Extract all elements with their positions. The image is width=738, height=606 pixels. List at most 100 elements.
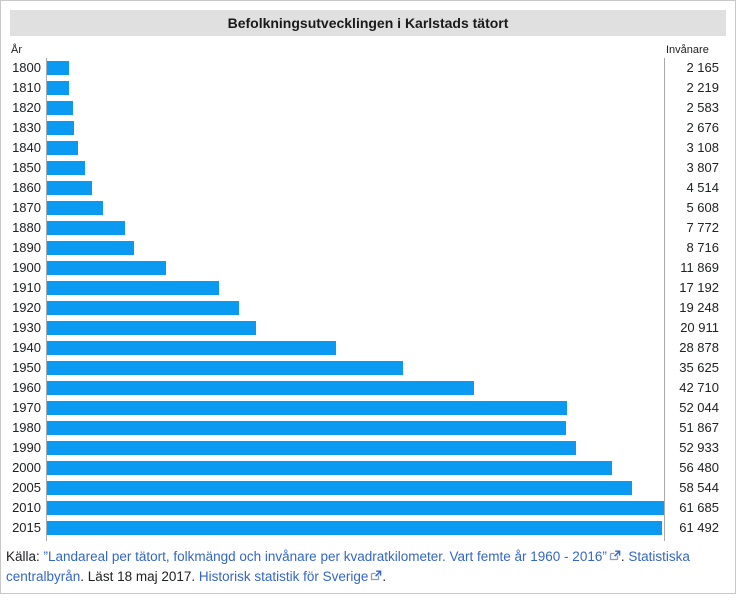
- footer-period: .: [382, 569, 387, 584]
- year-label: 2010: [12, 500, 41, 515]
- read-date-text: . Läst 18 maj 2017.: [80, 569, 199, 584]
- source-prefix: Källa:: [6, 549, 44, 564]
- year-label: 1940: [12, 340, 41, 355]
- chart-row: 1920 19 248: [1, 298, 735, 318]
- population-value: 2 583: [686, 100, 719, 115]
- bar-cell: [47, 378, 664, 398]
- population-value: 52 044: [679, 400, 719, 415]
- bar-cell: [47, 398, 664, 418]
- population-value: 56 480: [679, 460, 719, 475]
- y-axis-line: [46, 58, 47, 541]
- bar-cell: [47, 58, 664, 78]
- population-value: 51 867: [679, 420, 719, 435]
- source-link[interactable]: ”Landareal per tätort, folkmängd och inv…: [44, 549, 621, 564]
- chart-row: 2010 61 685: [1, 498, 735, 518]
- bar-cell: [47, 238, 664, 258]
- year-label: 1810: [12, 80, 41, 95]
- population-value: 7 772: [686, 220, 719, 235]
- year-label: 1860: [12, 180, 41, 195]
- population-bar: [47, 121, 74, 135]
- chart-row: 1800 2 165: [1, 58, 735, 78]
- population-bar: [47, 281, 219, 295]
- chart-row: 1860 4 514: [1, 178, 735, 198]
- population-value: 17 192: [679, 280, 719, 295]
- right-axis-line: [664, 58, 665, 541]
- chart-row: 1820 2 583: [1, 98, 735, 118]
- external-link-icon[interactable]: [370, 570, 382, 581]
- year-label: 1900: [12, 260, 41, 275]
- population-value: 52 933: [679, 440, 719, 455]
- year-label: 2015: [12, 520, 41, 535]
- population-value: 61 492: [679, 520, 719, 535]
- chart-row: 1890 8 716: [1, 238, 735, 258]
- population-value: 35 625: [679, 360, 719, 375]
- year-label: 1960: [12, 380, 41, 395]
- year-label: 1800: [12, 60, 41, 75]
- source-footer: Källa: ”Landareal per tätort, folkmängd …: [6, 547, 727, 593]
- population-value: 61 685: [679, 500, 719, 515]
- chart-row: 1980 51 867: [1, 418, 735, 438]
- population-bar: [47, 201, 104, 215]
- bar-cell: [47, 78, 664, 98]
- historical-statistics-link[interactable]: Historisk statistik för Sverige: [199, 569, 383, 584]
- year-label: 1970: [12, 400, 41, 415]
- year-label: 1830: [12, 120, 41, 135]
- bar-cell: [47, 458, 664, 478]
- chart-row: 1930 20 911: [1, 318, 735, 338]
- axis-headers: År Invånare: [1, 36, 735, 58]
- bar-cell: [47, 98, 664, 118]
- population-value: 19 248: [679, 300, 719, 315]
- population-bar: [47, 441, 577, 455]
- chart-title: Befolkningsutvecklingen i Karlstads täto…: [10, 10, 726, 36]
- year-label: 1980: [12, 420, 41, 435]
- year-label: 1820: [12, 100, 41, 115]
- bar-cell: [47, 278, 664, 298]
- year-label: 1850: [12, 160, 41, 175]
- population-bar: [47, 221, 125, 235]
- population-bar: [47, 181, 93, 195]
- population-value: 28 878: [679, 340, 719, 355]
- external-link-icon[interactable]: [609, 550, 621, 561]
- population-bar: [47, 501, 664, 515]
- bar-cell: [47, 358, 664, 378]
- population-bar: [47, 101, 73, 115]
- population-bar: [47, 521, 662, 535]
- population-value: 4 514: [686, 180, 719, 195]
- population-bar: [47, 261, 166, 275]
- population-value: 3 108: [686, 140, 719, 155]
- chart-row: 2005 58 544: [1, 478, 735, 498]
- year-label: 1880: [12, 220, 41, 235]
- scb-link[interactable]: Statistiska centralbyrån: [6, 549, 690, 584]
- population-bar: [47, 381, 475, 395]
- population-bar: [47, 481, 633, 495]
- population-bar: [47, 461, 612, 475]
- chart-row: 2000 56 480: [1, 458, 735, 478]
- year-label: 1910: [12, 280, 41, 295]
- population-value: 5 608: [686, 200, 719, 215]
- bar-cell: [47, 518, 664, 538]
- bar-cell: [47, 218, 664, 238]
- population-bar: [47, 81, 70, 95]
- bar-cell: [47, 178, 664, 198]
- chart-row: 1840 3 108: [1, 138, 735, 158]
- chart-rows: 1800 2 165 1810 2 219 1820 2 583 1830 2 676 1840…: [1, 58, 735, 538]
- population-bar: [47, 341, 336, 355]
- chart-row: 1960 42 710: [1, 378, 735, 398]
- bar-cell: [47, 418, 664, 438]
- chart-row: 1870 5 608: [1, 198, 735, 218]
- chart-row: 1850 3 807: [1, 158, 735, 178]
- bar-cell: [47, 198, 664, 218]
- chart-row: 1990 52 933: [1, 438, 735, 458]
- chart-row: 1900 11 869: [1, 258, 735, 278]
- year-label: 1990: [12, 440, 41, 455]
- chart-row: 1940 28 878: [1, 338, 735, 358]
- year-label: 2005: [12, 480, 41, 495]
- year-label: 2000: [12, 460, 41, 475]
- chart-row: 1880 7 772: [1, 218, 735, 238]
- population-value: 3 807: [686, 160, 719, 175]
- population-bar: [47, 321, 257, 335]
- bar-cell: [47, 318, 664, 338]
- year-label: 1930: [12, 320, 41, 335]
- population-bar: [47, 161, 86, 175]
- population-chart-box: Befolkningsutvecklingen i Karlstads täto…: [0, 0, 736, 594]
